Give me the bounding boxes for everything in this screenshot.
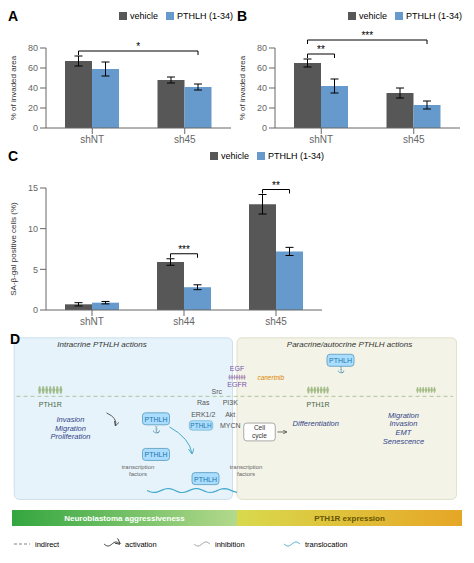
svg-text:shNT: shNT <box>80 134 104 145</box>
svg-text:20: 20 <box>28 103 38 113</box>
svg-text:0: 0 <box>33 123 38 133</box>
svg-text:⚓: ⚓ <box>152 425 161 434</box>
html-text:PTHLH (1-34): PTHLH (1-34) <box>406 11 462 21</box>
svg-text:***: *** <box>178 244 190 255</box>
svg-text:shNT: shNT <box>309 134 333 145</box>
svg-text:activation: activation <box>125 540 157 549</box>
svg-text:15: 15 <box>28 183 38 193</box>
html-text:PTHLH (1-34): PTHLH (1-34) <box>268 151 324 161</box>
svg-text:MigrationInvasionEMTSenescence: MigrationInvasionEMTSenescence <box>383 411 424 446</box>
svg-text:sh45: sh45 <box>403 134 425 145</box>
svg-text:canertnib: canertnib <box>257 374 284 381</box>
svg-text:PTHLH: PTHLH <box>329 357 352 364</box>
svg-text:Ras: Ras <box>197 399 210 406</box>
svg-text:transcriptionfactors: transcriptionfactors <box>122 464 155 477</box>
svg-text:Cellcycle: Cellcycle <box>252 424 267 440</box>
svg-text:PTH1R expression: PTH1R expression <box>314 514 385 523</box>
svg-text:Neuroblastoma aggressiveness: Neuroblastoma aggressiveness <box>64 514 185 523</box>
svg-text:sh45: sh45 <box>174 134 196 145</box>
svg-text:InvasionMigrationProliferation: InvasionMigrationProliferation <box>50 415 90 441</box>
svg-text:0: 0 <box>33 305 38 315</box>
svg-text:Akt: Akt <box>225 411 235 418</box>
svg-text:transcriptionfactors: transcriptionfactors <box>230 464 263 477</box>
html-text:B: B <box>237 8 248 24</box>
svg-text:MYCN: MYCN <box>220 422 241 429</box>
svg-text:PTH1R: PTH1R <box>39 401 62 408</box>
svg-text:**: ** <box>317 44 325 55</box>
svg-text:*: * <box>136 41 140 52</box>
html-text:A: A <box>8 8 19 24</box>
svg-text:40: 40 <box>28 83 38 93</box>
svg-text:80: 80 <box>28 43 38 53</box>
svg-text:Differentiation: Differentiation <box>293 419 339 428</box>
svg-text:20: 20 <box>257 103 267 113</box>
svg-text:PI3K: PI3K <box>223 399 239 406</box>
svg-text:EGFR: EGFR <box>227 381 246 388</box>
svg-text:Paracrine/autocrine PTHLH acti: Paracrine/autocrine PTHLH actions <box>287 340 412 349</box>
svg-text:0: 0 <box>262 123 267 133</box>
html-text:vehicle: vehicle <box>130 11 158 21</box>
svg-text:sh45: sh45 <box>265 316 287 327</box>
html-text:PTHLH (1-34): PTHLH (1-34) <box>177 11 233 21</box>
svg-text:10: 10 <box>28 224 38 234</box>
svg-text:inhibition: inhibition <box>215 540 245 549</box>
svg-text:40: 40 <box>257 83 267 93</box>
svg-text:shNT: shNT <box>80 316 104 327</box>
svg-text:translocation: translocation <box>305 540 348 549</box>
html-text:vehicle: vehicle <box>359 11 387 21</box>
svg-text:Src: Src <box>212 388 223 395</box>
svg-text:% of invaded area: % of invaded area <box>9 55 18 120</box>
svg-text:% of invaded area: % of invaded area <box>238 55 247 120</box>
svg-text:PTHLH: PTHLH <box>145 416 168 423</box>
svg-text:5: 5 <box>33 265 38 275</box>
html-text:C: C <box>8 148 19 164</box>
svg-text:⚓: ⚓ <box>337 366 345 374</box>
svg-text:SA-β-gal positive cells (%): SA-β-gal positive cells (%) <box>9 202 18 296</box>
svg-text:EGF: EGF <box>230 365 244 372</box>
svg-text:PTH1R: PTH1R <box>307 401 330 408</box>
svg-text:D: D <box>10 331 20 347</box>
svg-text:**: ** <box>272 180 280 191</box>
svg-text:80: 80 <box>257 43 267 53</box>
html-text:vehicle: vehicle <box>221 151 249 161</box>
svg-text:60: 60 <box>257 63 267 73</box>
svg-text:***: *** <box>361 30 373 41</box>
svg-text:PTHLH: PTHLH <box>190 422 212 429</box>
svg-text:sh44: sh44 <box>173 316 195 327</box>
svg-text:60: 60 <box>28 63 38 73</box>
svg-text:PTHLH: PTHLH <box>194 476 217 483</box>
svg-text:Intracrine PTHLH actions: Intracrine PTHLH actions <box>57 340 146 349</box>
svg-text:indirect: indirect <box>35 540 60 549</box>
svg-text:ERK1/2: ERK1/2 <box>191 411 215 418</box>
svg-text:PTHLH: PTHLH <box>145 451 168 458</box>
